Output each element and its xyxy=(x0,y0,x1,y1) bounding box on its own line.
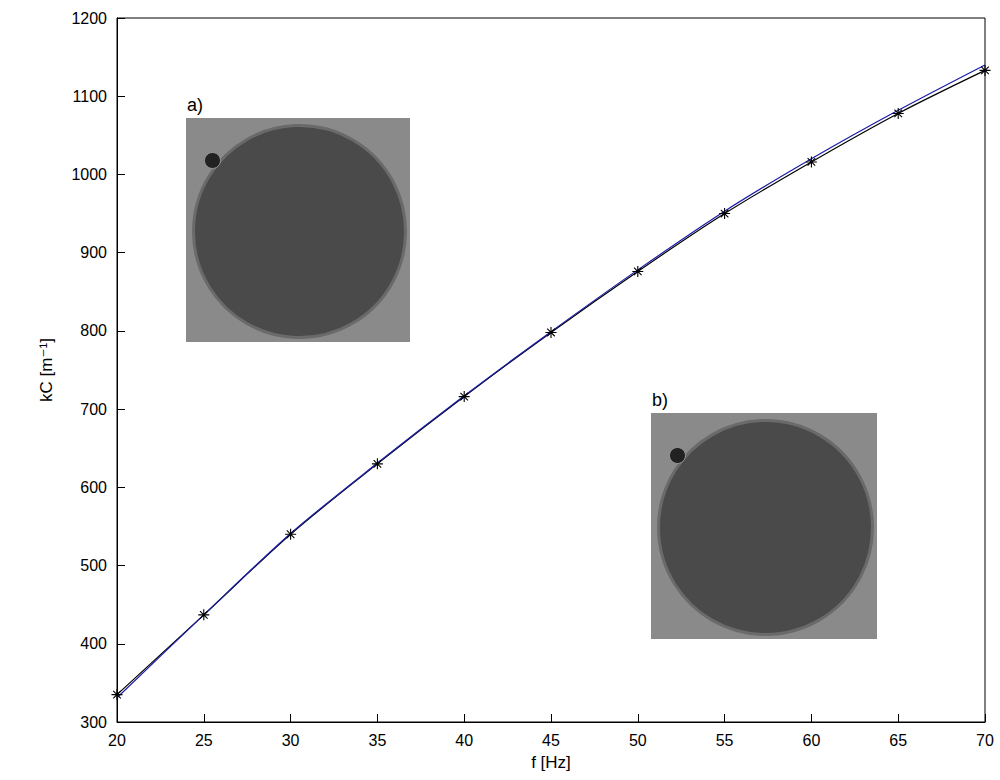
svg-text:70: 70 xyxy=(976,732,994,749)
svg-text:25: 25 xyxy=(195,732,213,749)
svg-text:b): b) xyxy=(652,390,668,410)
svg-text:800: 800 xyxy=(80,322,107,339)
svg-text:600: 600 xyxy=(80,479,107,496)
svg-text:1100: 1100 xyxy=(73,88,108,105)
svg-text:f [Hz]: f [Hz] xyxy=(531,753,571,772)
svg-text:400: 400 xyxy=(80,635,107,652)
svg-text:700: 700 xyxy=(80,401,107,418)
svg-text:60: 60 xyxy=(803,732,821,749)
svg-text:500: 500 xyxy=(80,557,107,574)
svg-text:900: 900 xyxy=(80,244,107,261)
svg-text:65: 65 xyxy=(889,732,907,749)
svg-text:300: 300 xyxy=(80,714,107,731)
svg-text:20: 20 xyxy=(108,732,126,749)
svg-text:30: 30 xyxy=(282,732,300,749)
svg-text:55: 55 xyxy=(716,732,734,749)
svg-text:a): a) xyxy=(187,95,203,115)
svg-text:40: 40 xyxy=(455,732,473,749)
svg-text:50: 50 xyxy=(629,732,647,749)
svg-text:1200: 1200 xyxy=(71,10,107,27)
svg-text:35: 35 xyxy=(369,732,387,749)
svg-text:kC [m⁻¹]: kC [m⁻¹] xyxy=(37,338,56,402)
svg-text:45: 45 xyxy=(542,732,560,749)
svg-text:1000: 1000 xyxy=(71,166,107,183)
